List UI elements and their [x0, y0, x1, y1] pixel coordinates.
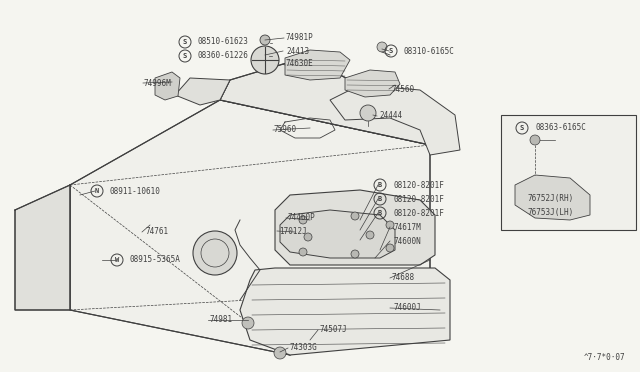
- Text: B: B: [378, 196, 382, 202]
- Text: B: B: [378, 182, 382, 188]
- Circle shape: [251, 46, 279, 74]
- Text: 74981P: 74981P: [286, 33, 314, 42]
- Text: 74600N: 74600N: [393, 237, 420, 246]
- Circle shape: [299, 216, 307, 224]
- Polygon shape: [70, 100, 430, 355]
- Circle shape: [360, 105, 376, 121]
- Polygon shape: [330, 85, 460, 155]
- Text: 74981: 74981: [210, 315, 233, 324]
- Text: 74688: 74688: [392, 273, 415, 282]
- Text: ^7·7*0·07: ^7·7*0·07: [584, 353, 625, 362]
- Text: 75960: 75960: [274, 125, 297, 135]
- Polygon shape: [280, 210, 395, 258]
- Circle shape: [530, 135, 540, 145]
- Text: S: S: [183, 39, 187, 45]
- Polygon shape: [515, 175, 590, 220]
- Polygon shape: [240, 268, 450, 355]
- Polygon shape: [15, 185, 70, 310]
- Circle shape: [242, 317, 254, 329]
- Polygon shape: [285, 50, 350, 80]
- Circle shape: [274, 347, 286, 359]
- Polygon shape: [155, 72, 180, 100]
- Circle shape: [366, 231, 374, 239]
- Circle shape: [304, 233, 312, 241]
- Text: 74617M: 74617M: [393, 222, 420, 231]
- Text: 74303G: 74303G: [290, 343, 317, 353]
- Text: 74600J: 74600J: [393, 304, 420, 312]
- Circle shape: [193, 231, 237, 275]
- Circle shape: [299, 248, 307, 256]
- Text: 74507J: 74507J: [320, 326, 348, 334]
- Text: 24413: 24413: [286, 46, 309, 55]
- Text: 17012J: 17012J: [279, 227, 307, 235]
- Polygon shape: [345, 70, 400, 97]
- Polygon shape: [220, 62, 430, 145]
- Polygon shape: [175, 78, 230, 105]
- Text: 08363-6165C: 08363-6165C: [535, 124, 586, 132]
- Text: S: S: [183, 53, 187, 59]
- Text: 08120-8201F: 08120-8201F: [393, 180, 444, 189]
- Circle shape: [351, 212, 359, 220]
- Text: 08360-61226: 08360-61226: [198, 51, 249, 61]
- Circle shape: [386, 221, 394, 229]
- Text: 74761: 74761: [145, 228, 168, 237]
- Text: 74996M: 74996M: [143, 78, 171, 87]
- Text: S: S: [389, 48, 393, 54]
- Text: 08915-5365A: 08915-5365A: [130, 256, 181, 264]
- Text: 08120-8201F: 08120-8201F: [393, 195, 444, 203]
- Text: 08310-6165C: 08310-6165C: [404, 46, 455, 55]
- Text: 08510-61623: 08510-61623: [198, 38, 249, 46]
- Text: B: B: [378, 210, 382, 216]
- Text: 74460P: 74460P: [288, 214, 316, 222]
- Circle shape: [386, 244, 394, 252]
- Text: 76753J(LH): 76753J(LH): [527, 208, 573, 217]
- Text: 74560: 74560: [392, 84, 415, 93]
- Text: S: S: [520, 125, 524, 131]
- Text: 76752J(RH): 76752J(RH): [527, 195, 573, 203]
- Text: 74630E: 74630E: [286, 60, 314, 68]
- Text: W: W: [115, 257, 119, 263]
- Circle shape: [260, 35, 270, 45]
- Polygon shape: [275, 190, 435, 265]
- Bar: [501, 115, 636, 230]
- Text: 08120-8201F: 08120-8201F: [393, 208, 444, 218]
- Circle shape: [377, 42, 387, 52]
- Text: 24444: 24444: [379, 112, 402, 121]
- Circle shape: [351, 250, 359, 258]
- Text: 08911-10610: 08911-10610: [110, 186, 161, 196]
- Text: N: N: [95, 188, 99, 194]
